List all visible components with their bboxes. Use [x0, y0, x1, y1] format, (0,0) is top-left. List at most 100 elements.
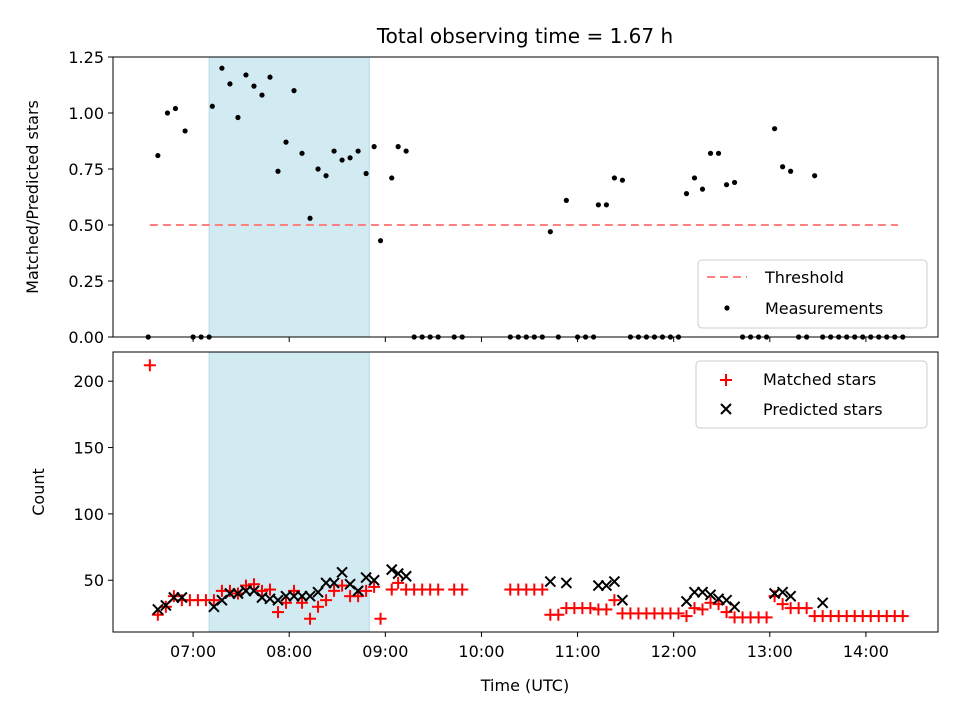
- measurement-point: [347, 155, 353, 161]
- measurement-point: [275, 168, 281, 174]
- top-y-axis-label: Matched/Predicted stars: [23, 100, 42, 294]
- measurement-point: [323, 173, 329, 179]
- measurement-point: [389, 175, 395, 181]
- bottom-x-tick-label: 09:00: [362, 642, 408, 661]
- predicted-star-point: [336, 566, 348, 578]
- top-y-tick-label: 0.75: [68, 160, 104, 179]
- top-chart-title: Total observing time = 1.67 h: [376, 24, 673, 48]
- measurement-point: [164, 110, 171, 116]
- matched-star-point: [360, 584, 373, 597]
- predicted-star-point: [312, 586, 324, 598]
- measurement-point: [339, 157, 345, 163]
- measurement-point: [691, 175, 698, 181]
- measurement-point: [155, 152, 161, 159]
- measurement-point: [251, 83, 257, 89]
- legend-matched-swatch: [720, 374, 732, 386]
- matched-star-point: [432, 583, 445, 596]
- matched-star-point: [320, 594, 333, 607]
- matched-star-point: [672, 607, 685, 620]
- legend-matched-label: Matched stars: [763, 370, 876, 389]
- matched-star-point: [600, 603, 613, 616]
- predicted-star-point: [560, 577, 573, 589]
- bottom-x-tick-label: 08:00: [266, 642, 312, 661]
- legend-measurements-swatch: [724, 305, 730, 311]
- measurement-point: [563, 197, 569, 203]
- bottom-x-axis-label: Time (UTC): [480, 676, 569, 695]
- measurement-point: [611, 175, 618, 181]
- predicted-star-point: [776, 586, 789, 598]
- measurement-point: [371, 144, 377, 150]
- top-panel: 0.00 0.25 0.50 0.75 1.00 1.25 Matched/Predict…: [23, 48, 939, 347]
- measurement-point: [772, 126, 778, 132]
- legend-measurements-label: Measurements: [765, 299, 883, 318]
- matched-star-point: [456, 583, 469, 596]
- matched-star-point: [392, 576, 405, 589]
- bottom-x-tick-label: 13:00: [747, 642, 793, 661]
- predicted-star-point: [608, 575, 621, 588]
- matched-star-point: [368, 580, 381, 593]
- measurement-point: [683, 191, 690, 197]
- predicted-star-point: [616, 594, 629, 606]
- measurement-point: [315, 166, 321, 172]
- predicted-star-point: [728, 601, 741, 613]
- legend-predicted-label: Predicted stars: [763, 400, 883, 419]
- bottom-y-tick-label: 150: [73, 439, 104, 458]
- matched-star-point: [143, 359, 156, 372]
- predicted-star-point: [360, 571, 372, 584]
- predicted-star-point: [304, 590, 316, 602]
- predicted-star-point: [392, 567, 404, 580]
- matched-star-point: [263, 583, 276, 596]
- measurement-point: [355, 148, 361, 154]
- measurement-point: [209, 103, 215, 109]
- predicted-star-point: [152, 603, 164, 616]
- bottom-y-tick-label: 50: [84, 571, 104, 590]
- matched-star-point: [608, 594, 621, 607]
- legend-predicted-swatch: [720, 403, 732, 415]
- measurement-point: [603, 202, 609, 208]
- predicted-star-point: [272, 594, 284, 606]
- matched-star-point: [800, 602, 813, 615]
- measurement-point: [219, 65, 225, 71]
- matched-star-point: [720, 606, 733, 619]
- bottom-axes-frame: [112, 351, 939, 633]
- measurement-point: [259, 92, 265, 98]
- top-y-tick-label: 0.25: [68, 272, 104, 291]
- bottom-x-tick-label: 14:00: [843, 642, 889, 661]
- predicted-star-point: [704, 589, 717, 601]
- matched-star-point: [272, 606, 284, 619]
- measurement-point: [172, 105, 179, 112]
- measurement-point: [307, 215, 313, 221]
- measurement-point: [395, 144, 401, 150]
- top-y-tick-label: 0.00: [68, 328, 104, 347]
- bottom-x-tick-label: 10:00: [458, 642, 504, 661]
- measurement-point: [780, 164, 786, 170]
- matched-star-point: [207, 594, 220, 607]
- predicted-star-point: [386, 563, 398, 576]
- top-y-tick-label: 1.25: [68, 48, 104, 67]
- measurement-point: [403, 148, 409, 154]
- bottom-x-tick-label: 11:00: [555, 642, 601, 661]
- predicted-star-point: [544, 575, 557, 588]
- measurement-point: [377, 238, 384, 244]
- bottom-y-tick-label: 200: [73, 372, 104, 391]
- top-legend: Threshold Measurements: [697, 259, 928, 329]
- matched-star-point: [584, 602, 597, 615]
- matched-star-point: [536, 583, 549, 596]
- measurement-point: [182, 128, 188, 134]
- measurement-point: [267, 74, 273, 80]
- observing-window-shade: [208, 56, 370, 338]
- measurement-point: [715, 150, 722, 156]
- measurement-point: [283, 139, 289, 145]
- bottom-y-axis-label: Count: [29, 468, 48, 516]
- predicted-star-point: [784, 590, 797, 602]
- measurement-point: [235, 114, 241, 121]
- measurement-point: [788, 168, 794, 174]
- bottom-y-tick-label: 100: [73, 505, 104, 524]
- predicted-star-point: [600, 579, 613, 592]
- bottom-legend: Matched stars Predicted stars: [695, 360, 928, 429]
- measurement-point: [619, 177, 626, 183]
- matched-star-point: [776, 598, 789, 611]
- matched-star-point: [296, 596, 309, 609]
- top-axes-frame: [112, 56, 939, 338]
